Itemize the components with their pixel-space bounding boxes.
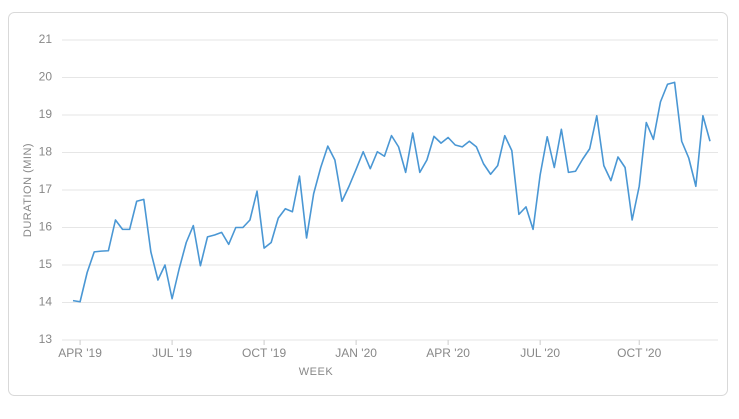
x-tick-label: OCT '19 bbox=[242, 346, 286, 360]
y-tick-label: 19 bbox=[39, 107, 53, 121]
y-tick-label: 16 bbox=[39, 220, 53, 234]
y-tick-label: 18 bbox=[39, 145, 53, 159]
y-tick-label: 17 bbox=[39, 182, 53, 196]
y-tick-label: 13 bbox=[39, 332, 53, 346]
x-tick-label: JUL '19 bbox=[152, 346, 192, 360]
x-tick-label: OCT '20 bbox=[617, 346, 661, 360]
y-tick-label: 14 bbox=[39, 295, 53, 309]
x-tick-label: APR '20 bbox=[426, 346, 470, 360]
x-tick-label: APR '19 bbox=[58, 346, 102, 360]
x-axis-title: WEEK bbox=[299, 366, 334, 378]
y-tick-label: 15 bbox=[39, 257, 53, 271]
card bbox=[8, 12, 728, 396]
y-tick-label: 21 bbox=[39, 32, 53, 46]
y-axis-title: DURATION (MIN) bbox=[22, 143, 34, 237]
x-tick-label: JUL '20 bbox=[520, 346, 560, 360]
x-tick-label: JAN '20 bbox=[335, 346, 377, 360]
data-line bbox=[72, 81, 711, 303]
y-tick-label: 20 bbox=[39, 70, 53, 84]
